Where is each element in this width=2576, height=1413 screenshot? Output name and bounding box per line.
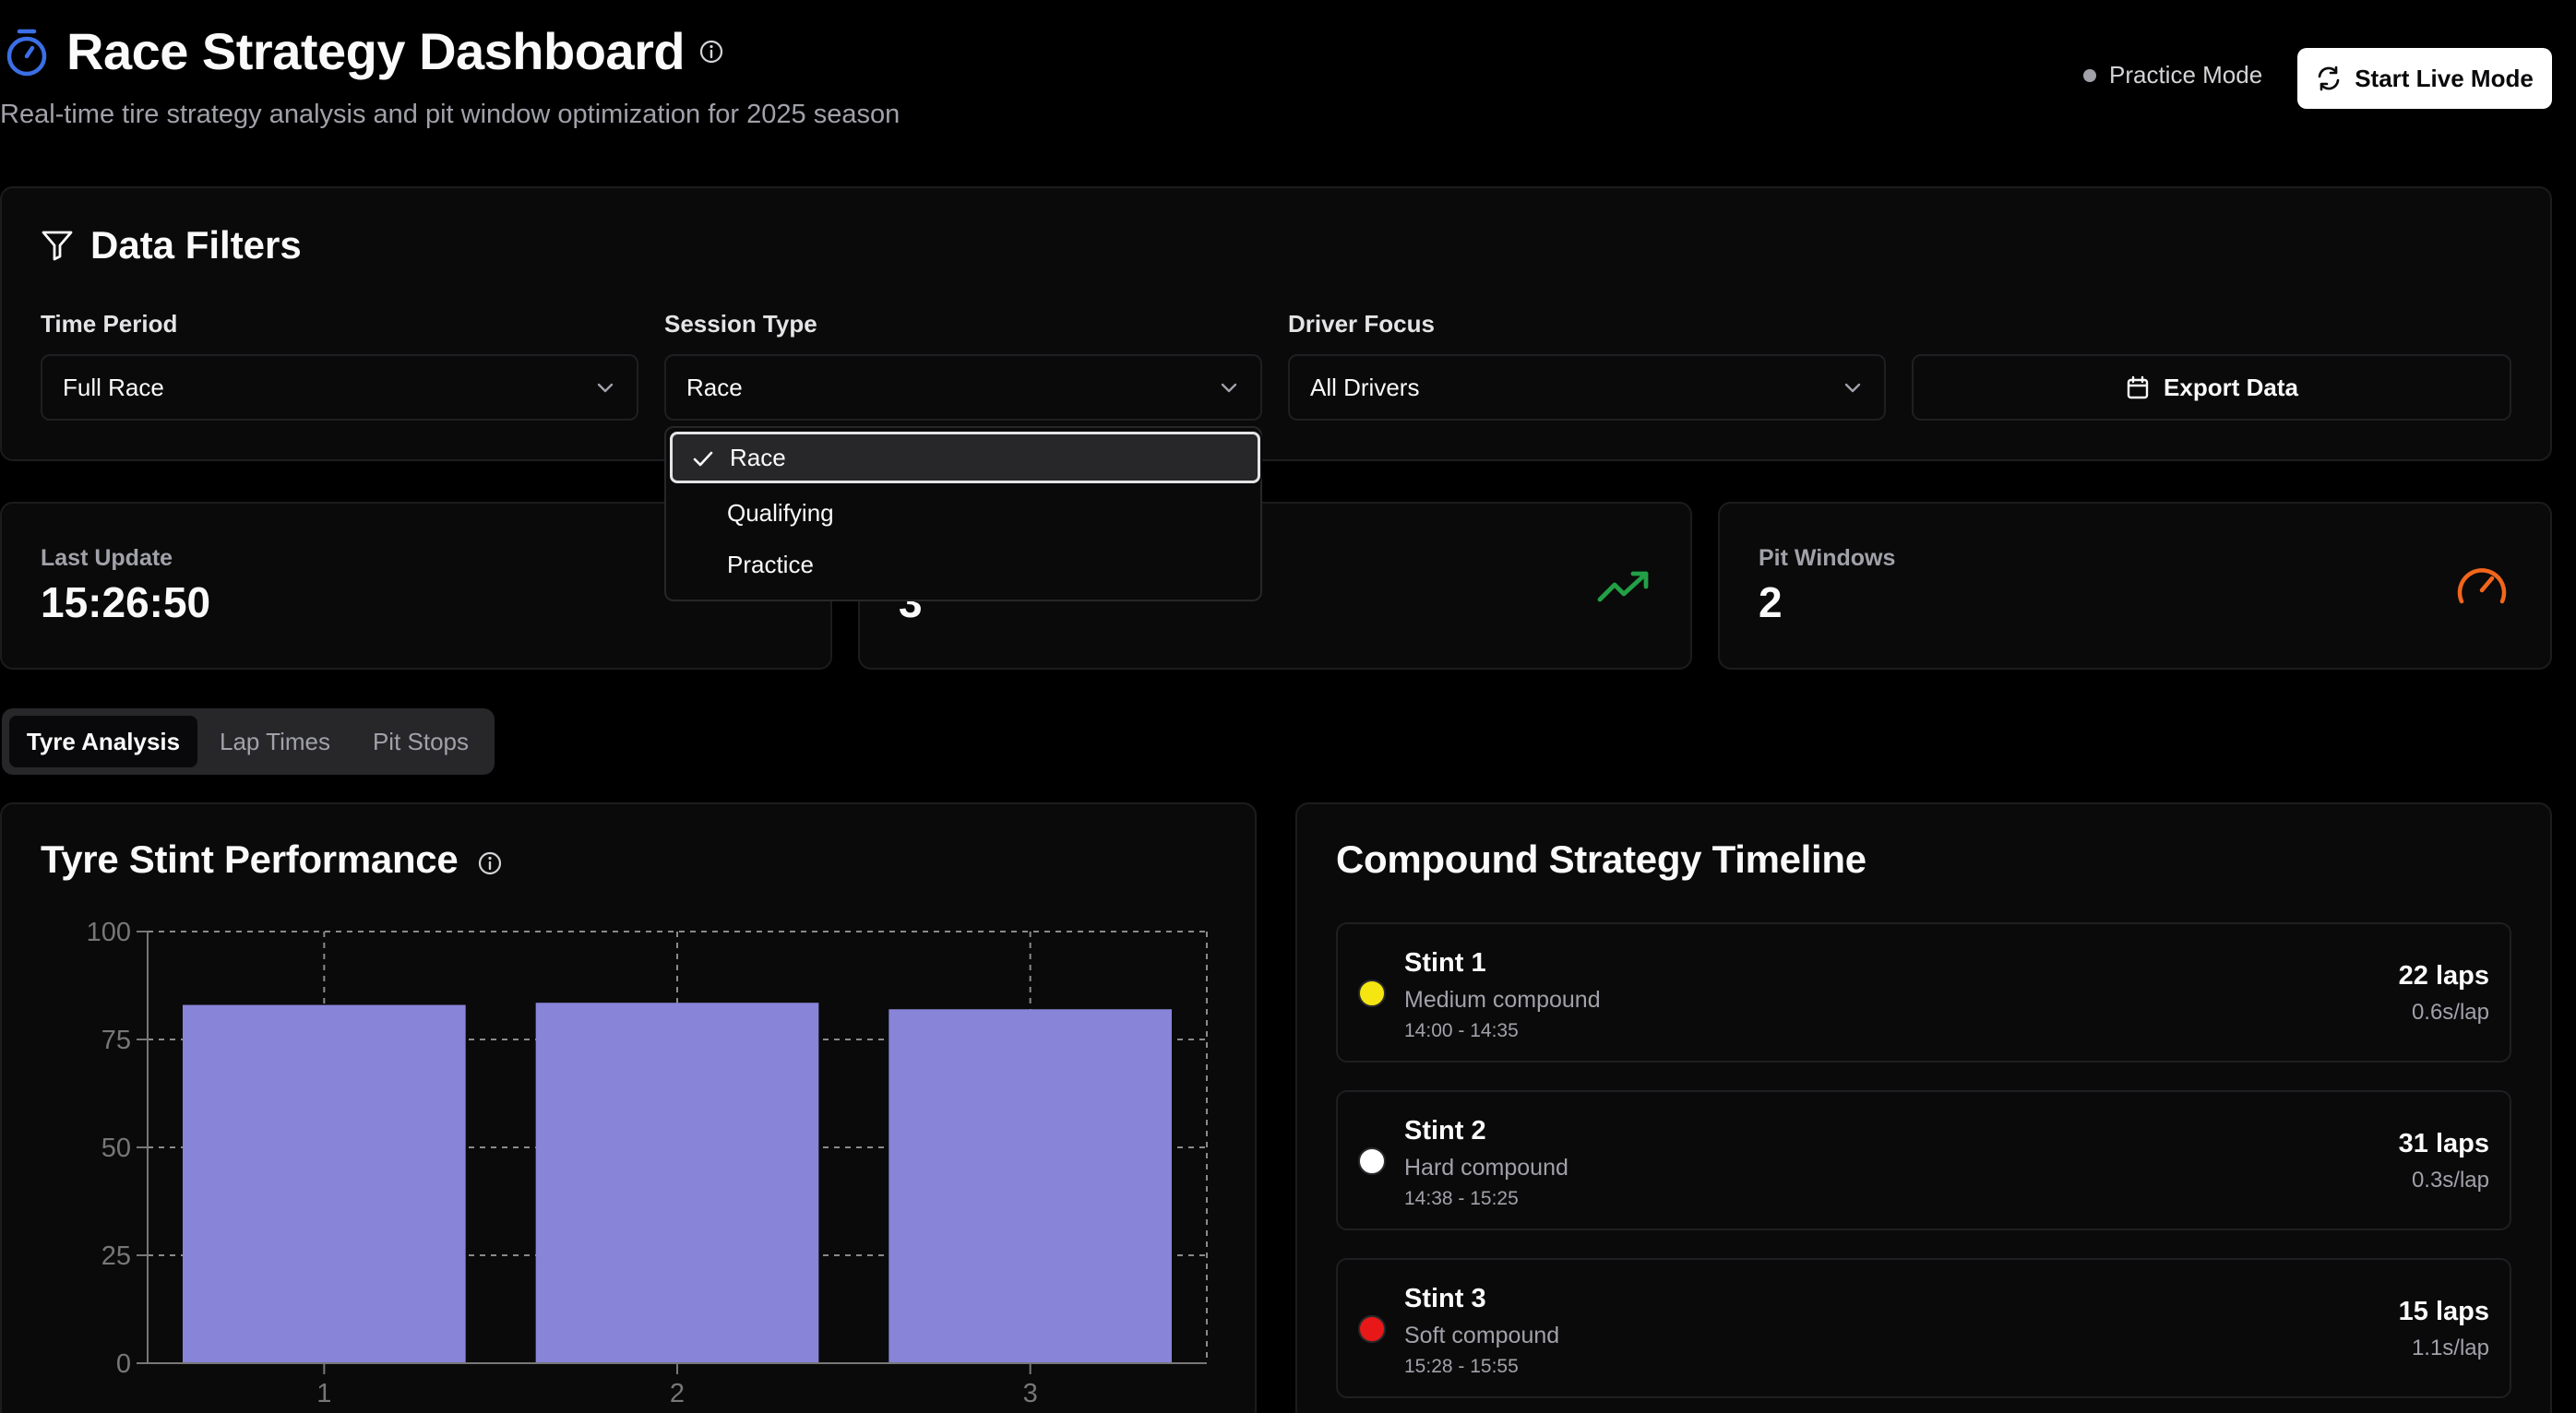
compound-dot-icon: [1358, 1315, 1386, 1343]
tab-tyre-analysis[interactable]: Tyre Analysis: [9, 716, 197, 767]
stint-laps: 31 laps: [2398, 1129, 2489, 1158]
tyre-stint-chart: 0 25 50 75 100 1 2 3: [87, 918, 1208, 1408]
session-type-dropdown: Race Qualifying Practice: [664, 426, 1262, 601]
chart-title: Tyre Stint Performance: [41, 837, 459, 881]
driver-focus-value: All Drivers: [1310, 373, 1420, 401]
last-update-label: Last Update: [41, 545, 173, 571]
chevron-down-icon: [1221, 383, 1237, 393]
stint-rate: 1.1s/lap: [2411, 1336, 2489, 1360]
session-type-value: Race: [686, 373, 743, 401]
stint-time: 15:28 - 15:55: [1404, 1356, 1519, 1377]
page-subtitle: Real-time tire strategy analysis and pit…: [0, 100, 900, 129]
session-type-select[interactable]: Race: [664, 354, 1262, 421]
stint-compound: Medium compound: [1404, 987, 1601, 1013]
stint-laps: 22 laps: [2398, 961, 2489, 991]
timeline-title: Compound Strategy Timeline: [1336, 837, 1866, 881]
time-period-select[interactable]: Full Race: [41, 354, 638, 421]
last-update-value: 15:26:50: [41, 578, 211, 626]
stint-compound: Hard compound: [1404, 1155, 1568, 1181]
stint-compound: Soft compound: [1404, 1323, 1560, 1348]
check-icon: [693, 451, 713, 467]
stint-name: Stint 3: [1404, 1284, 1486, 1313]
analysis-tabs: Tyre Analysis Lap Times Pit Stops: [2, 708, 495, 775]
export-data-button[interactable]: Export Data: [1912, 354, 2511, 421]
bar-stint-1: [183, 1004, 466, 1363]
compound-dot-icon: [1358, 1147, 1386, 1175]
page-title: Race Strategy Dashboard: [66, 22, 686, 80]
pit-windows-label: Pit Windows: [1759, 545, 1896, 571]
time-period-value: Full Race: [63, 373, 164, 401]
mode-indicator: Practice Mode: [2083, 61, 2262, 89]
stint-card-1[interactable]: Stint 1 Medium compound 14:00 - 14:35 22…: [1336, 922, 2511, 1063]
filter-icon: [42, 231, 73, 261]
y-tick-label: 0: [116, 1349, 131, 1379]
export-data-label: Export Data: [2164, 373, 2298, 401]
session-option-practice[interactable]: Practice: [727, 550, 814, 578]
x-tick-label: 1: [316, 1379, 331, 1408]
stint-time: 14:00 - 14:35: [1404, 1020, 1519, 1041]
calendar-icon: [2127, 375, 2149, 399]
stint-name: Stint 1: [1404, 948, 1486, 978]
tab-lap-times[interactable]: Lap Times: [220, 727, 330, 755]
stopwatch-icon: [6, 29, 47, 77]
chevron-down-icon: [1844, 383, 1861, 393]
trending-up-icon: [1597, 571, 1649, 602]
chevron-down-icon: [597, 383, 614, 393]
stint-name: Stint 2: [1404, 1116, 1486, 1146]
session-option-qualifying[interactable]: Qualifying: [727, 498, 834, 527]
y-tick-label: 25: [101, 1241, 131, 1271]
driver-focus-select[interactable]: All Drivers: [1288, 354, 1886, 421]
driver-focus-label: Driver Focus: [1288, 310, 1435, 338]
stint-card-2[interactable]: Stint 2 Hard compound 14:38 - 15:25 31 l…: [1336, 1090, 2511, 1230]
mode-label: Practice Mode: [2109, 61, 2263, 89]
stint-laps: 15 laps: [2398, 1297, 2489, 1326]
y-tick-label: 100: [87, 918, 131, 947]
bar-stint-2: [535, 1003, 819, 1363]
gauge-icon: [2457, 568, 2507, 604]
y-tick-label: 50: [101, 1134, 131, 1163]
stint-time: 14:38 - 15:25: [1404, 1188, 1519, 1209]
start-live-mode-label: Start Live Mode: [2355, 64, 2534, 92]
x-tick-label: 3: [1023, 1379, 1038, 1408]
session-option-race[interactable]: Race: [670, 432, 1260, 483]
refresh-icon: [2318, 65, 2340, 91]
session-type-label: Session Type: [664, 310, 817, 338]
bar-stint-3: [888, 1009, 1172, 1363]
stint-card-3[interactable]: Stint 3 Soft compound 15:28 - 15:55 15 l…: [1336, 1258, 2511, 1398]
compound-dot-icon: [1358, 980, 1386, 1007]
time-period-label: Time Period: [41, 310, 178, 338]
pit-windows-card: [1718, 502, 2552, 670]
stint-rate: 0.3s/lap: [2411, 1168, 2489, 1193]
x-tick-label: 2: [670, 1379, 685, 1408]
stint-rate: 0.6s/lap: [2411, 1000, 2489, 1025]
filters-title: Data Filters: [41, 223, 302, 267]
start-live-mode-button[interactable]: Start Live Mode: [2297, 48, 2552, 109]
info-icon[interactable]: [698, 38, 725, 65]
y-tick-label: 75: [101, 1026, 131, 1055]
tab-pit-stops[interactable]: Pit Stops: [372, 727, 470, 755]
pit-windows-value: 2: [1759, 578, 1783, 626]
status-dot-icon: [2083, 68, 2096, 82]
info-icon[interactable]: [476, 849, 504, 877]
